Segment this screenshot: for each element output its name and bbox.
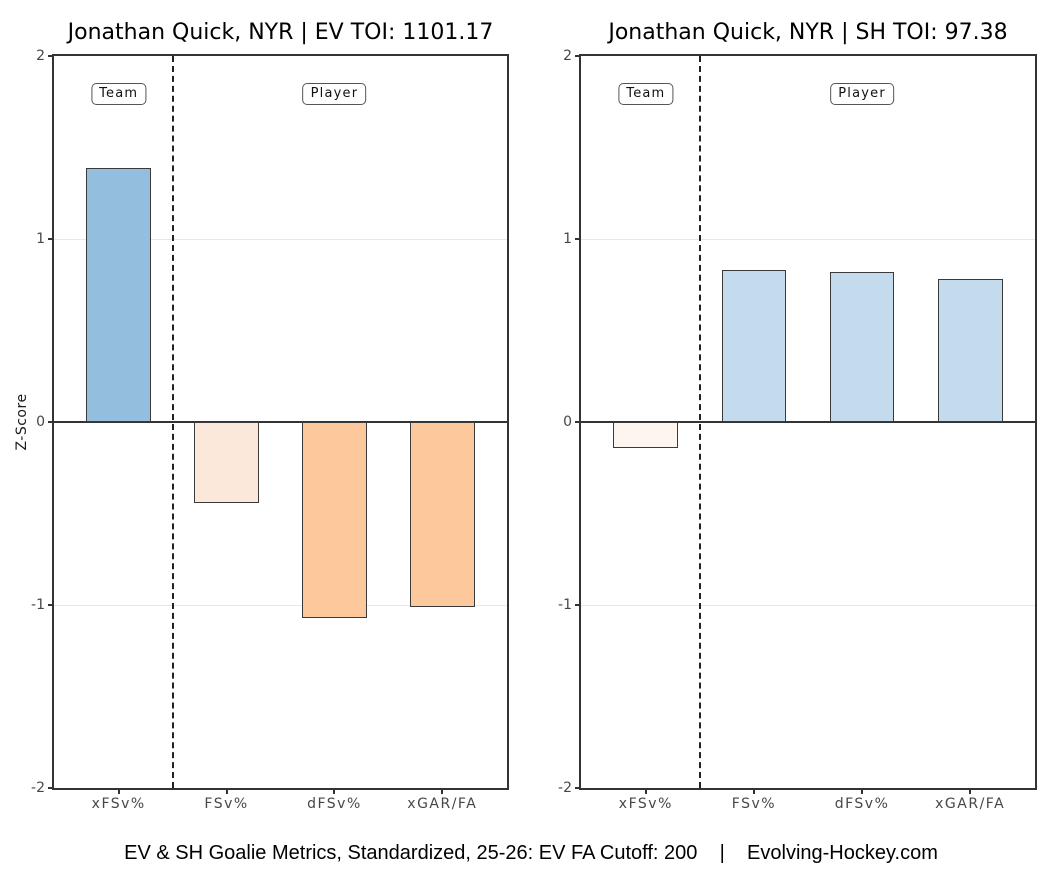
team-player-divider-line: [171, 56, 174, 788]
x-tick-mark: [225, 790, 228, 794]
y-tick-mark: [575, 787, 579, 789]
left-chart-title: Jonathan Quick, NYR | EV TOI: 1101.17: [67, 20, 494, 45]
group-label-team: Team: [618, 83, 674, 105]
y-tick-label: 0: [563, 414, 572, 430]
y-tick-mark: [48, 238, 52, 240]
y-tick-mark: [575, 55, 579, 57]
y-tick-label: -2: [31, 780, 45, 796]
gridline-y-1: [581, 238, 1035, 240]
x-tick-mark: [861, 790, 864, 794]
gridline-y--1: [54, 604, 507, 606]
bar-xgar-fa: [409, 422, 475, 607]
y-tick-label: 1: [563, 231, 572, 247]
x-tick-mark: [752, 790, 755, 794]
bar-fsv-: [721, 270, 787, 422]
zero-line: [581, 421, 1035, 423]
y-tick-mark: [575, 421, 579, 423]
y-tick-mark: [575, 238, 579, 240]
group-label-player: Player: [302, 83, 367, 105]
y-tick-label: 0: [36, 414, 45, 430]
group-label-team: Team: [91, 83, 147, 105]
y-tick-mark: [48, 421, 52, 423]
x-tick-label: FSv%: [731, 796, 777, 812]
x-tick-label: FSv%: [204, 796, 249, 812]
gridline-y--1: [581, 604, 1035, 606]
y-tick-mark: [48, 787, 52, 789]
y-tick-label: -1: [558, 597, 572, 613]
bar-dfsv-: [829, 271, 895, 422]
y-tick-mark: [48, 604, 52, 606]
y-tick-mark: [575, 604, 579, 606]
x-tick-mark: [441, 790, 444, 794]
x-tick-label: dFSv%: [307, 796, 362, 812]
x-tick-mark: [644, 790, 647, 794]
right-chart-plot-area: 2 1 0 -1 -2 xFSv% FSv% dFSv% xGAR/FA Team Player: [558, 48, 1037, 812]
bar-xfsv-: [86, 167, 152, 422]
x-tick-mark: [969, 790, 972, 794]
x-tick-label: dFSv%: [834, 796, 890, 812]
bar-fsv-: [194, 422, 259, 503]
group-label-player: Player: [830, 83, 894, 105]
gridline-y-1: [54, 238, 507, 240]
bar-xfsv-: [613, 422, 679, 448]
y-tick-label: -2: [558, 780, 572, 796]
bar-dfsv-: [302, 422, 367, 618]
x-tick-label: xGAR/FA: [935, 796, 1006, 812]
y-tick-label: -1: [31, 597, 45, 613]
y-tick-label: 2: [563, 48, 572, 64]
y-tick-label: 2: [36, 48, 45, 64]
x-tick-label: xFSv%: [618, 796, 673, 812]
x-tick-label: xFSv%: [91, 796, 146, 812]
x-tick-label: xGAR/FA: [407, 796, 478, 812]
y-axis-title: Z-Score: [14, 393, 30, 451]
team-player-divider-line: [698, 56, 701, 788]
bar-xgar-fa: [937, 279, 1003, 422]
y-tick-label: 1: [36, 231, 45, 247]
x-tick-mark: [333, 790, 336, 794]
y-tick-mark: [48, 55, 52, 57]
figure-caption: EV & SH Goalie Metrics, Standardized, 25…: [124, 842, 938, 864]
zero-line: [54, 421, 507, 423]
right-chart-title: Jonathan Quick, NYR | SH TOI: 97.38: [608, 20, 1008, 45]
left-chart-plot-area: 2 1 0 -1 -2 xFSv% FSv% dFSv% xGAR/FA Team Player: [31, 48, 509, 812]
x-tick-mark: [117, 790, 120, 794]
